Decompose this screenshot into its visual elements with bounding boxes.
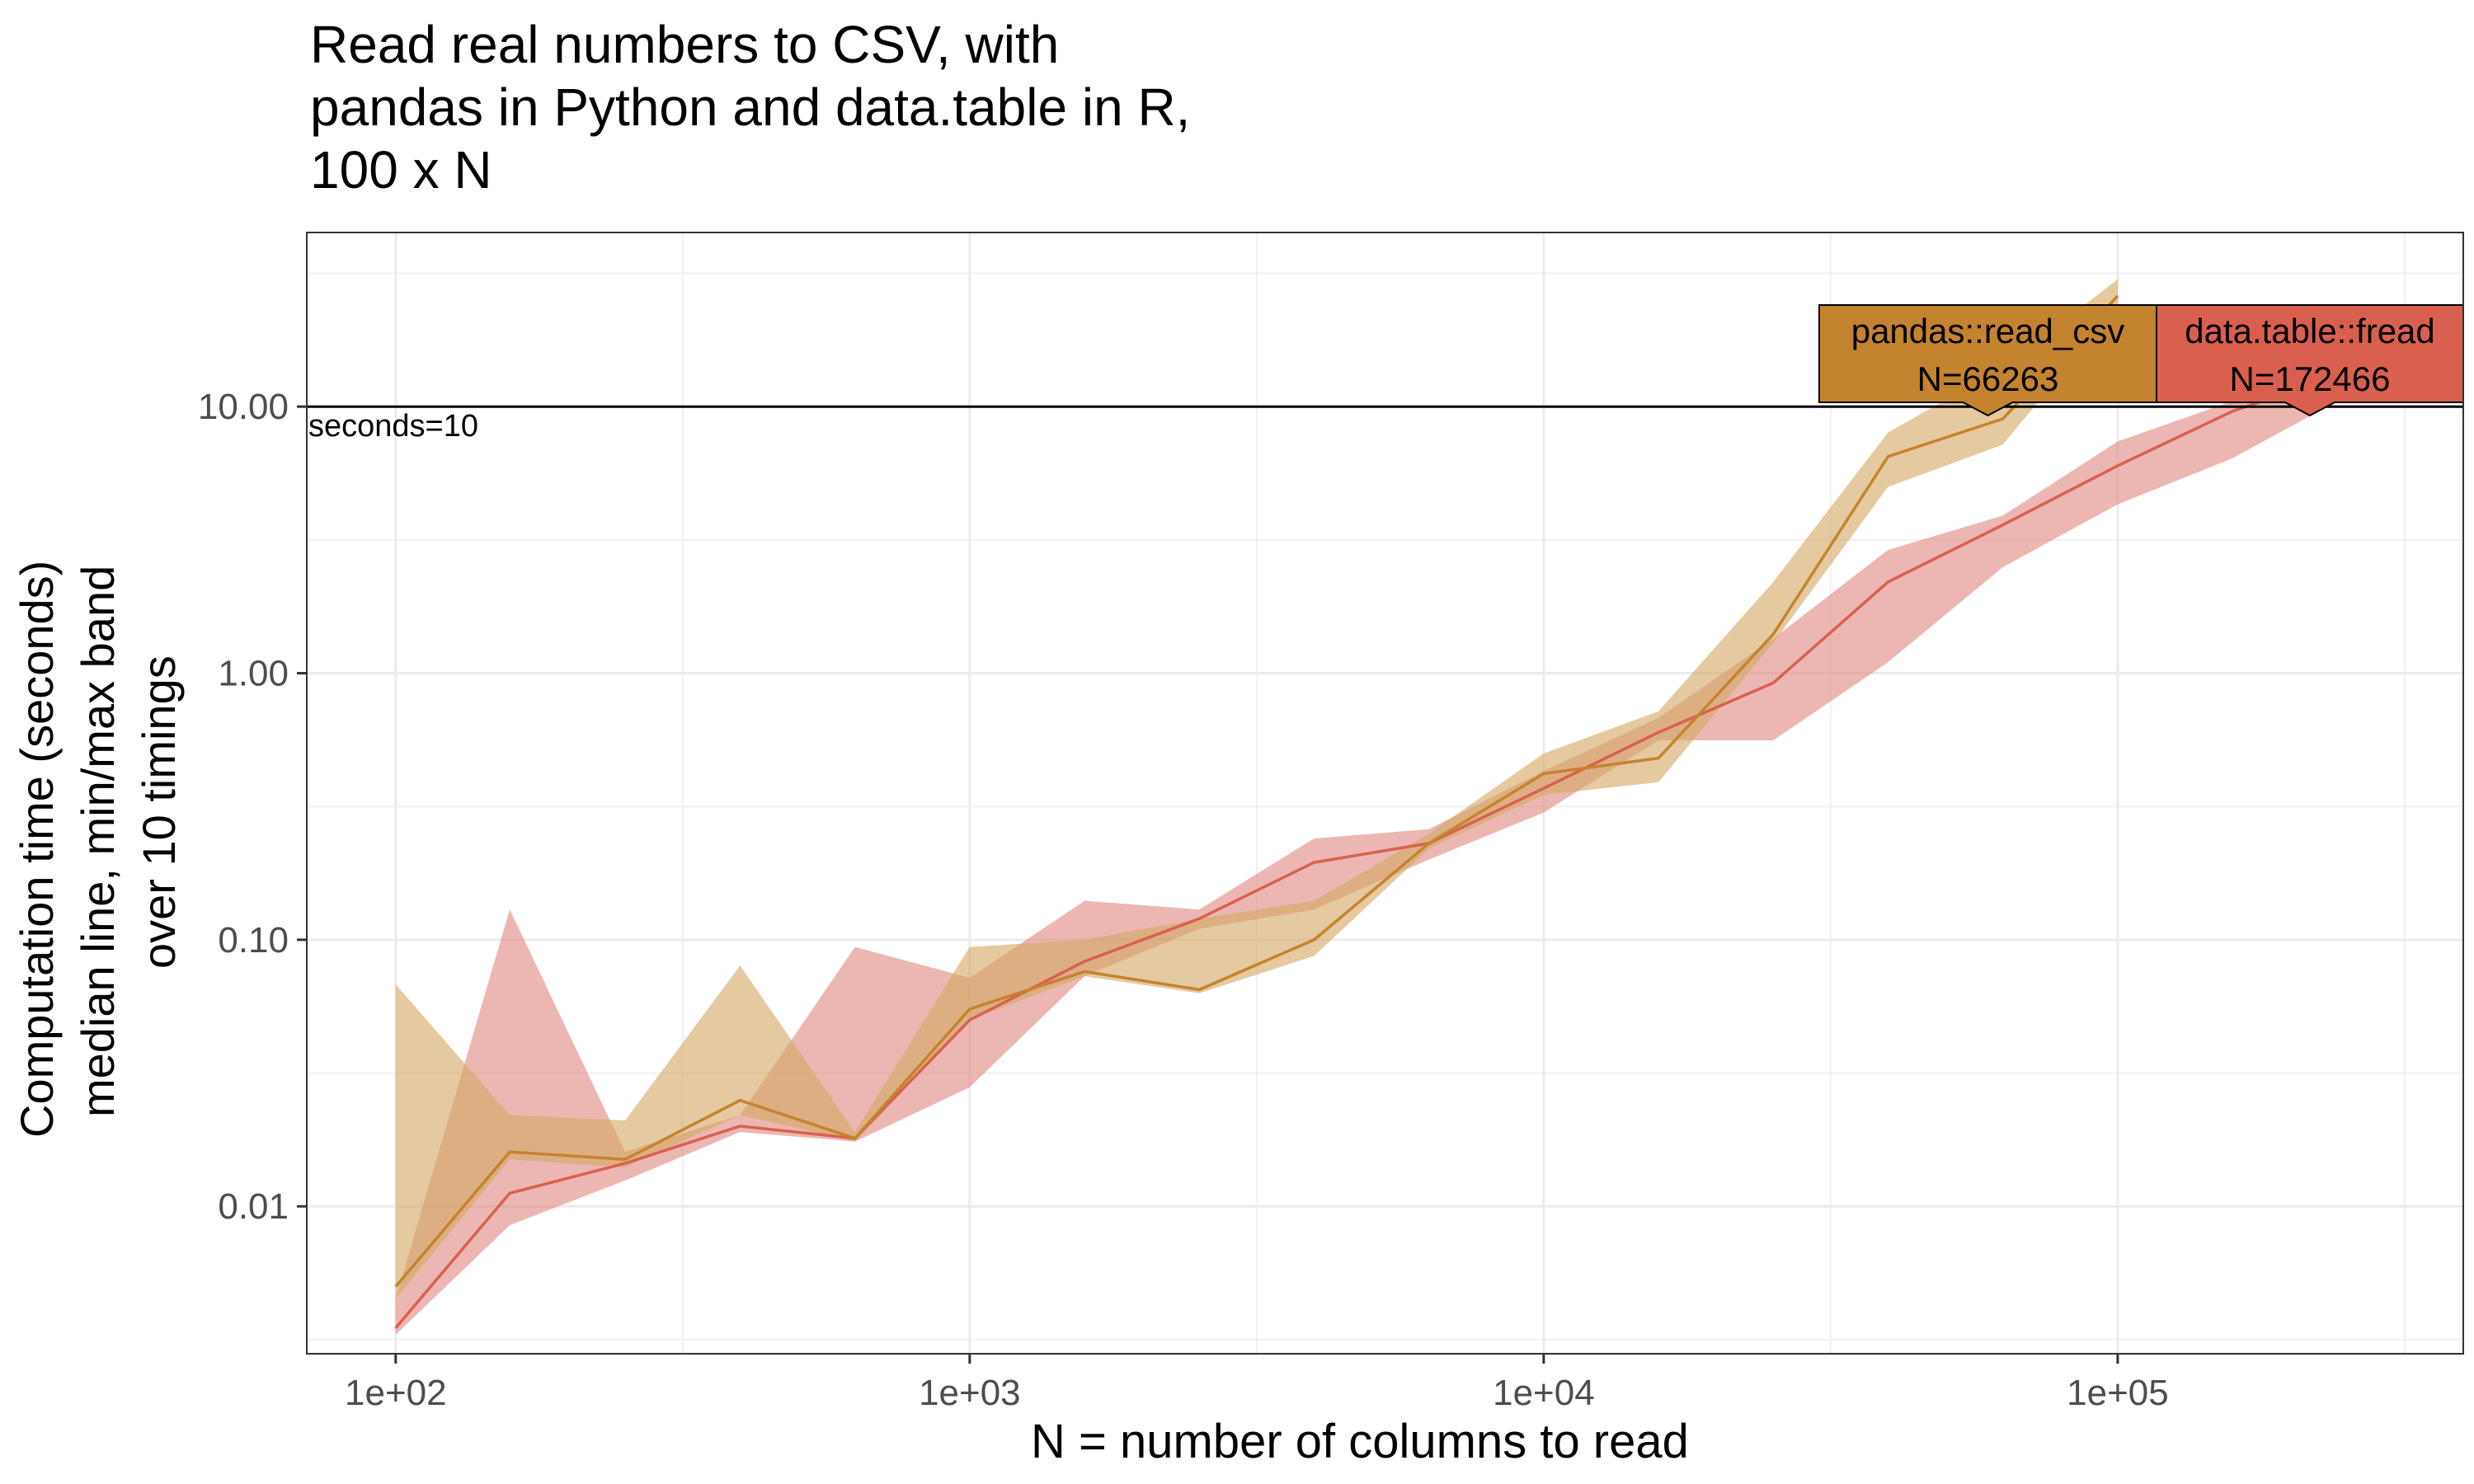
y-tick-label: 1.00 [218,654,289,694]
y-tick-label: 10.00 [198,387,289,427]
y-axis-label-line-3: over 10 timings [133,655,185,969]
panel-border [306,232,2464,1355]
band-layer [395,279,2348,1335]
x-tick-label: 1e+04 [1493,1373,1595,1413]
median-line-data.table::fread [394,370,2348,1329]
chart-title-line-3: 100 x N [310,140,492,200]
x-tick-label: 1e+02 [345,1373,447,1413]
median-line-pandas::read_csv [394,294,2119,1288]
label-box-name: pandas::read_csv [1851,312,2125,350]
label-box-count: N=172466 [2229,359,2390,398]
y-tick-label: 0.01 [218,1186,289,1227]
y-axis-label-line-1: Computation time (seconds) [11,560,63,1138]
grid-layer [307,232,2463,1354]
label-box-name: data.table::fread [2185,312,2435,350]
chart-title-line-1: Read real numbers to CSV, with [310,15,1060,74]
line-layer [394,294,2348,1329]
reference-line-label: seconds=10 [308,409,478,444]
y-tick-label: 0.10 [218,920,289,960]
x-tick-label: 1e+03 [919,1373,1021,1413]
y-axis-label-line-2: median line, min/max band [72,565,124,1117]
x-tick-label: 1e+05 [2067,1373,2169,1413]
panel-background [307,232,2463,1354]
x-axis-label: N = number of columns to read [1031,1415,1689,1468]
chart-title-line-2: pandas in Python and data.table in R, [310,77,1191,137]
label-box-count: N=66263 [1917,359,2059,398]
tick-layer: 1e+02 1e+03 1e+04 1e+05 0.01 0.10 1.00 10.00 [198,387,2169,1413]
reference-line-layer: seconds=10 [307,405,2463,444]
